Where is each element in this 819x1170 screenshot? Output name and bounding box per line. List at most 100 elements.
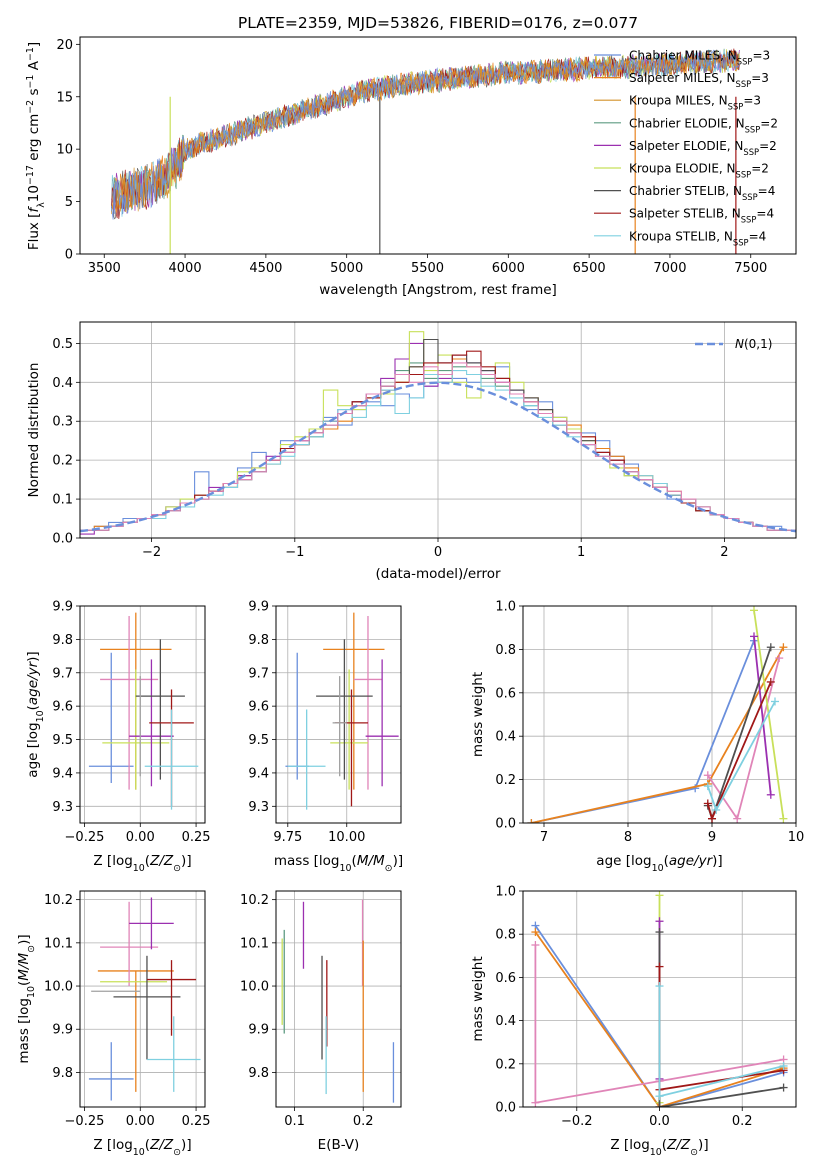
tick-label-y: 9.4 (52, 766, 73, 781)
x-axis-label: (data-model)/error (375, 566, 501, 582)
tick-label-y: 1.0 (495, 885, 516, 900)
weight-marker (703, 771, 712, 780)
weight-marker (779, 1083, 788, 1092)
legend-label: Chabrier MILES, NSSP=3 (629, 49, 770, 67)
tick-label-x: 1 (577, 545, 585, 560)
tick-label-y: 9.9 (52, 1023, 73, 1038)
tick-label-y: 10.0 (240, 980, 269, 995)
Z_vs_age-points (88, 612, 199, 810)
weight-marker (655, 917, 664, 926)
errorbar-point (330, 669, 368, 790)
age_vs_weight-lines (527, 606, 788, 823)
weight-marker (655, 1092, 664, 1101)
weight-marker (655, 891, 664, 900)
weight-line-2 (534, 931, 784, 1107)
axes-frame (79, 321, 797, 539)
tick-label-y: 9.7 (248, 666, 269, 681)
weight-marker (531, 928, 540, 937)
tick-label-y: 10.0 (44, 980, 73, 995)
tick-label-y: 9.5 (52, 733, 73, 748)
tick-label-y: 9.5 (248, 733, 269, 748)
weight-marker (655, 982, 664, 991)
weight-marker (655, 962, 664, 971)
weight-marker (750, 606, 758, 615)
axes-frame (522, 890, 797, 1108)
weight-marker (766, 677, 775, 686)
errorbar-point (146, 1016, 201, 1092)
tick-label-x: 5000 (330, 261, 363, 276)
tick-label-y: 0.2 (52, 454, 73, 469)
tick-label-y: 20 (56, 38, 73, 53)
histogram-step-9 (80, 362, 796, 531)
tick-label-y: 0.4 (495, 730, 516, 745)
tick-label-y: 10.2 (44, 893, 73, 908)
errorbar-point (88, 1042, 134, 1101)
tick-label-y: 0.0 (495, 817, 516, 832)
tick-label-y: 9.7 (52, 666, 73, 681)
tick-label-y: 9.9 (52, 600, 73, 615)
tick-label-x: 8 (624, 830, 632, 845)
tick-label-y: 9.8 (52, 1066, 73, 1081)
tick-label-x: 4000 (169, 261, 202, 276)
errorbar-point (88, 652, 134, 783)
y-axis-label: Normed distribution (26, 363, 42, 498)
spectrum-axes: 3500 4000 4500 5000 5500 6000 6500 7000 7500 0 5 10… (56, 38, 767, 276)
mass_vs_age-points (285, 612, 399, 810)
legend-label: Salpeter MILES, NSSP=3 (629, 71, 769, 89)
errorbar-point (365, 659, 399, 787)
tick-label-y: 0.2 (495, 773, 516, 788)
tick-label-y: 0.2 (495, 1057, 516, 1072)
y-axis-label: Flux [fλ10−17 erg cm−2 s−1 A−1] (25, 42, 47, 250)
tick-label-x: 0.0 (649, 1114, 670, 1129)
errorbar-point (323, 612, 385, 790)
x-axis-label: age [log10(age/yr)] (596, 853, 722, 874)
tick-label-y: 9.9 (248, 600, 269, 615)
weight-line-5 (753, 636, 772, 795)
tick-label-x: −0.2 (561, 1114, 593, 1129)
weight-marker (766, 790, 775, 799)
weight-marker (766, 643, 775, 652)
weight-marker (775, 654, 784, 663)
tick-label-y: 9.8 (248, 633, 269, 648)
axes-frame (79, 605, 206, 824)
weight-line-3 (534, 945, 784, 1104)
tick-label-x: 9 (708, 830, 716, 845)
tick-label-y: 0.4 (52, 376, 73, 391)
weight-marker (691, 784, 700, 793)
tick-label-y: 0.3 (52, 415, 73, 430)
spectrum-lines (111, 48, 740, 254)
errorbar-point (129, 897, 174, 950)
x-axis-label: Z [log10(Z/Z⊙)] (93, 1137, 191, 1158)
ebv_vs_mass-axes: 0.1 0.2 9.8 9.9 10.0 10.1 10.2 (240, 891, 401, 1129)
tick-label-x: 3500 (88, 261, 121, 276)
tick-label-y: 0.1 (52, 493, 73, 508)
weight-line-7 (706, 681, 772, 822)
weight-marker (771, 697, 779, 706)
errorbar-point (316, 639, 373, 780)
x-axis-label: Z [log10(Z/Z⊙)] (610, 1137, 708, 1158)
weight-marker (779, 643, 788, 652)
errorbar-point (144, 709, 199, 810)
tick-label-y: 5 (65, 195, 73, 210)
tick-label-y: 10.2 (240, 893, 269, 908)
weight-marker (708, 814, 716, 823)
tick-label-y: 15 (56, 90, 73, 105)
weight-marker (750, 632, 758, 641)
errorbar-point (135, 639, 185, 780)
tick-label-x: 9.75 (273, 830, 302, 845)
weight-marker (779, 814, 788, 823)
tick-label-x: 6500 (573, 261, 606, 276)
x-axis-label: mass [log10(M/M⊙)] (274, 853, 403, 874)
tick-label-y: 0.8 (495, 928, 516, 943)
x-axis-label: wavelength [Angstrom, rest frame] (319, 282, 557, 298)
spectrum-legend: Chabrier MILES, NSSP=3 Salpeter MILES, NS… (594, 49, 778, 247)
axes-frame (522, 605, 797, 824)
legend-label: Kroupa STELIB, NSSP=4 (629, 229, 766, 247)
tick-label-x: −1 (285, 545, 304, 560)
tick-label-y: 0.8 (495, 643, 516, 658)
tick-label-y: 10 (56, 143, 73, 158)
mass_vs_age-axes: 9.75 10.00 9.3 9.4 9.5 9.6 9.7 9.8 9.9 (248, 600, 401, 845)
tick-label-y: 0.5 (52, 337, 73, 352)
legend-label: Salpeter STELIB, NSSP=4 (629, 207, 774, 225)
tick-label-x: 10 (788, 830, 805, 845)
